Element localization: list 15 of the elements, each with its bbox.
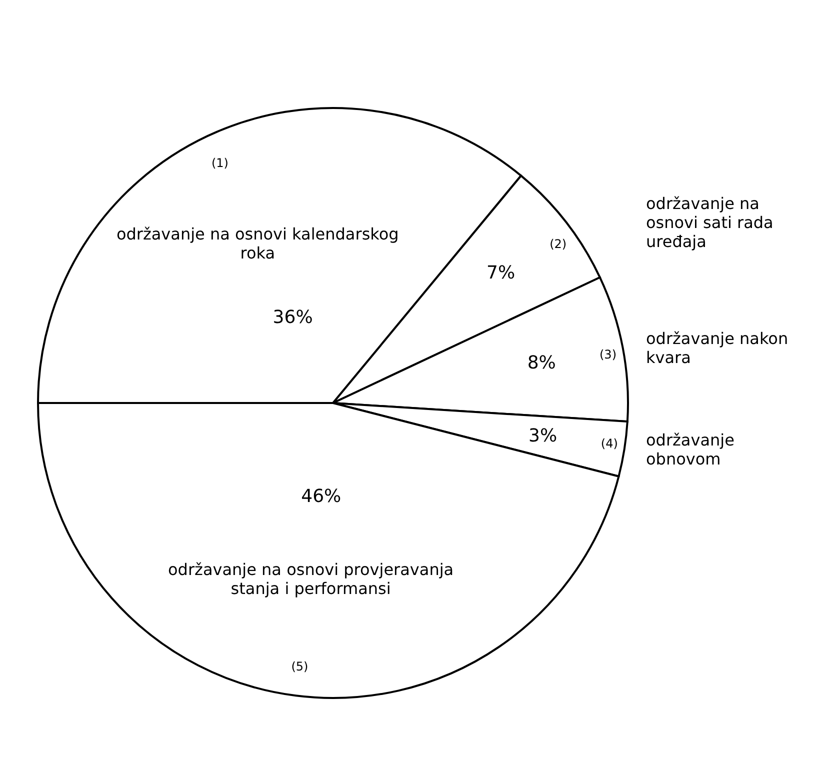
data-label: 36% (272, 307, 313, 328)
text: (5) (291, 659, 308, 674)
text: (3) (600, 347, 616, 362)
slice-label: održavanje obnovom (646, 430, 734, 468)
slice-label: održavanje na osnovi kalendarskog roka (116, 224, 399, 262)
text: (1) (211, 156, 228, 170)
text: (2) (550, 236, 567, 251)
data-label: 8% (527, 352, 556, 374)
data-label: 3% (528, 426, 558, 447)
slice-label: održavanje na osnovi sati rada uređaja (646, 194, 774, 251)
text: (4) (600, 436, 618, 451)
data-label: 46% (301, 486, 342, 508)
data-label: 7% (486, 262, 516, 284)
slice-label: održavanje na osnovi provjeravanja stanja i performansi (168, 560, 454, 598)
slice-label: održavanje nakon kvara (646, 328, 788, 367)
